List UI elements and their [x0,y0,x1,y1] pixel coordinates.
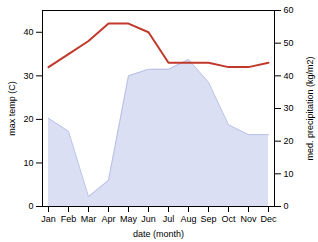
svg-text:Sep: Sep [200,214,216,224]
svg-text:10: 10 [23,158,33,168]
svg-text:May: May [120,214,138,224]
svg-text:40: 40 [284,71,294,81]
svg-text:50: 50 [284,38,294,48]
svg-text:0: 0 [284,201,289,211]
svg-text:date (month): date (month) [133,229,184,239]
svg-text:40: 40 [23,27,33,37]
svg-text:Nov: Nov [240,214,257,224]
svg-text:max temp (C): max temp (C) [7,81,17,136]
svg-text:30: 30 [23,71,33,81]
svg-text:30: 30 [284,103,294,113]
svg-text:Mar: Mar [81,214,97,224]
svg-text:Jul: Jul [163,214,175,224]
svg-text:Apr: Apr [101,214,115,224]
svg-text:Jun: Jun [141,214,156,224]
svg-text:20: 20 [23,114,33,124]
svg-text:0: 0 [28,201,33,211]
svg-text:20: 20 [284,136,294,146]
svg-text:10: 10 [284,169,294,179]
svg-text:Jan: Jan [41,214,56,224]
svg-text:Feb: Feb [61,214,77,224]
svg-text:Oct: Oct [221,214,236,224]
svg-text:Aug: Aug [180,214,196,224]
svg-text:60: 60 [284,5,294,15]
svg-text:med. precipitation (kg/m2): med. precipitation (kg/m2) [305,56,315,160]
svg-text:Dec: Dec [260,214,277,224]
